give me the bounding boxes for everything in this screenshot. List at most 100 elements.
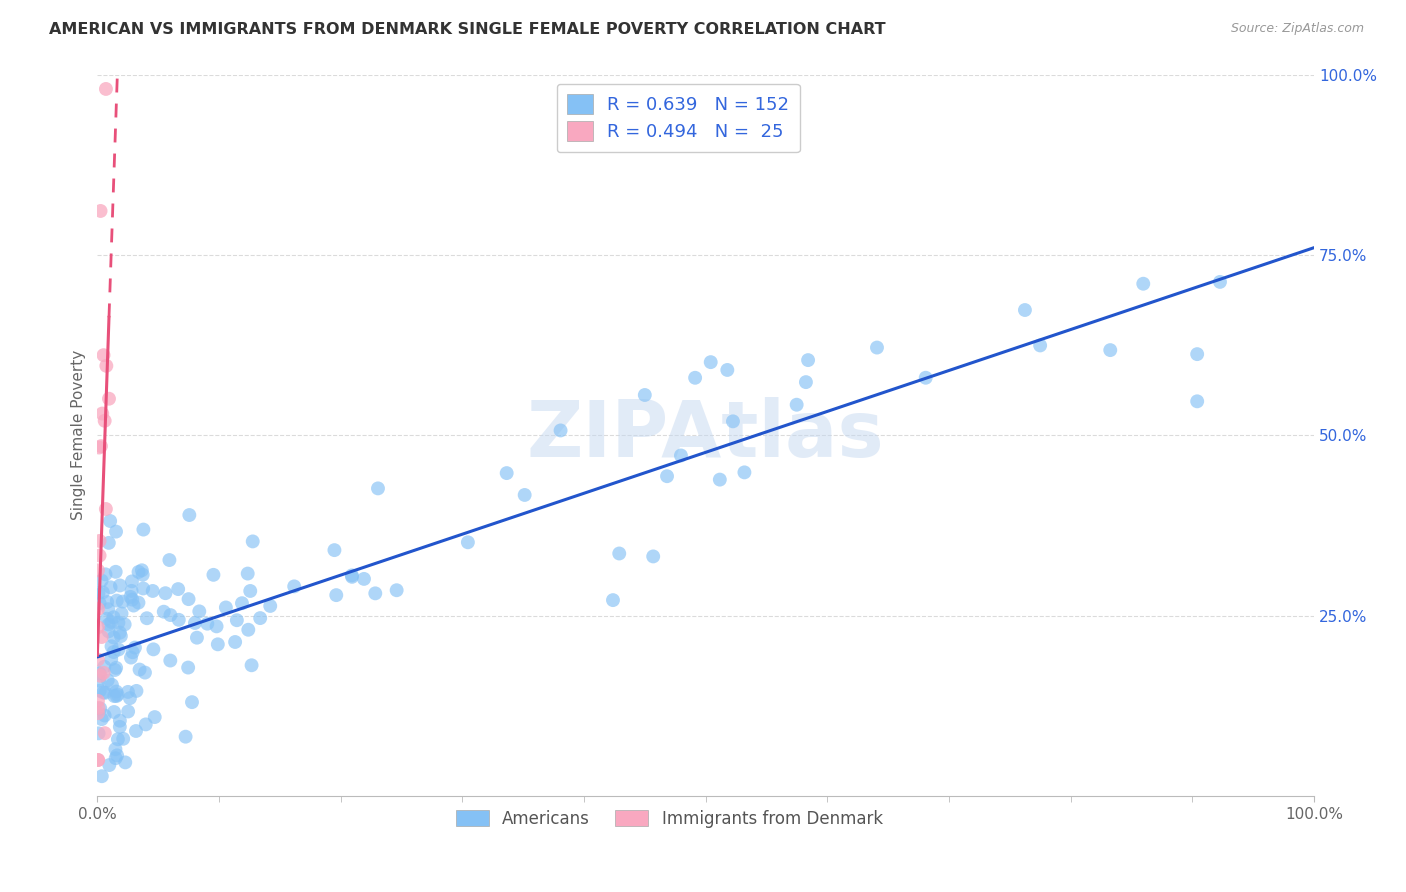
Point (205, 619, 228, 633)
Point (323, 543, 346, 558)
Point (238, 623, 260, 637)
Point (1014, 303, 1036, 318)
Text: Source: ZipAtlas.com: Source: ZipAtlas.com (1230, 22, 1364, 36)
Point (195, 616, 218, 631)
Point (1185, 394, 1208, 409)
Point (236, 566, 259, 581)
Point (96, 359, 118, 373)
Point (103, 631, 125, 645)
Point (105, 684, 128, 698)
Point (1209, 275, 1232, 289)
Point (112, 731, 135, 746)
Point (94, 502, 117, 516)
Point (104, 751, 127, 765)
Point (107, 642, 129, 657)
Point (186, 631, 208, 645)
Point (87, 706, 110, 720)
Point (457, 535, 479, 549)
Point (90, 204, 112, 219)
Point (97, 624, 120, 639)
Point (89, 441, 111, 455)
Y-axis label: Single Female Poverty: Single Female Poverty (72, 351, 86, 520)
Point (120, 650, 142, 665)
Point (96, 595, 118, 609)
Point (90, 630, 112, 644)
Point (117, 705, 139, 719)
Point (94, 567, 117, 582)
Point (89, 666, 111, 681)
Point (105, 748, 128, 763)
Point (495, 466, 517, 480)
Point (121, 574, 143, 589)
Point (98, 758, 121, 772)
Point (135, 611, 157, 625)
Point (101, 678, 124, 692)
Point (110, 629, 132, 643)
Point (114, 756, 136, 770)
Point (385, 583, 408, 598)
Point (716, 363, 738, 377)
Point (177, 660, 200, 674)
Point (91, 407, 114, 421)
Point (104, 742, 127, 756)
Point (128, 663, 150, 677)
Point (143, 710, 166, 724)
Point (215, 600, 238, 615)
Point (100, 640, 122, 654)
Point (111, 594, 134, 608)
Point (87, 620, 110, 634)
Point (97, 617, 120, 632)
Point (87, 673, 110, 688)
Point (93, 348, 115, 362)
Point (89, 549, 111, 563)
Point (127, 596, 149, 610)
Point (121, 592, 143, 607)
Point (239, 584, 262, 599)
Point (683, 371, 706, 385)
Point (202, 567, 225, 582)
Point (100, 652, 122, 666)
Legend: Americans, Immigrants from Denmark: Americans, Immigrants from Denmark (449, 804, 890, 835)
Point (157, 553, 180, 567)
Point (120, 590, 142, 604)
Point (94, 726, 117, 740)
Point (110, 607, 132, 621)
Point (513, 488, 536, 502)
Point (340, 570, 363, 584)
Point (108, 714, 131, 728)
Point (103, 705, 125, 719)
Point (340, 568, 363, 582)
Point (90, 574, 112, 588)
Point (142, 584, 165, 599)
Point (87, 753, 110, 767)
Point (866, 341, 889, 355)
Point (159, 654, 181, 668)
Point (104, 565, 127, 579)
Point (1029, 338, 1052, 352)
Point (105, 689, 128, 703)
Point (159, 608, 181, 623)
Point (1185, 347, 1208, 361)
Point (733, 466, 755, 480)
Point (125, 684, 148, 698)
Point (655, 469, 678, 483)
Point (152, 605, 174, 619)
Point (87, 652, 110, 666)
Point (97, 536, 120, 550)
Point (87, 701, 110, 715)
Point (224, 635, 246, 649)
Point (87, 563, 110, 577)
Point (721, 414, 744, 428)
Point (105, 524, 128, 539)
Point (669, 449, 692, 463)
Point (103, 689, 125, 703)
Point (93, 665, 115, 680)
Point (259, 599, 281, 613)
Point (87, 694, 110, 708)
Point (325, 588, 347, 602)
Point (108, 720, 131, 734)
Point (607, 547, 630, 561)
Point (93, 414, 115, 428)
Point (93, 685, 115, 699)
Point (177, 592, 200, 607)
